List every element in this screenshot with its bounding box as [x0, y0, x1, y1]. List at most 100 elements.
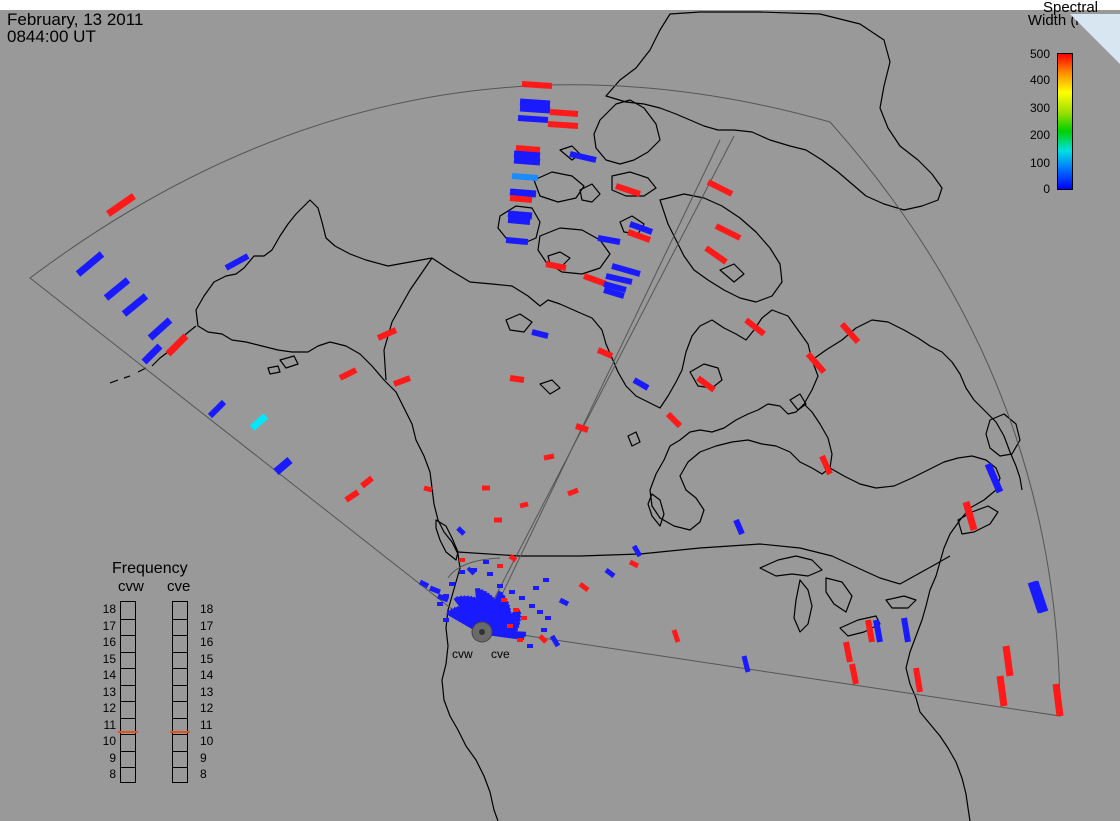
scatter-gate	[671, 629, 681, 643]
scatter-gate	[611, 263, 641, 277]
devon-island	[611, 171, 657, 197]
frequency-gauge-cvw	[118, 601, 138, 783]
scatter-dash	[497, 564, 503, 568]
scatter-gate	[538, 634, 548, 644]
frequency-scale-label: 8	[200, 767, 207, 781]
scatter-dash	[459, 558, 465, 562]
scatter-dash	[527, 644, 533, 648]
arctic-islet-1	[505, 313, 533, 333]
scatter-dash	[453, 610, 459, 614]
scatter-gate	[984, 462, 1004, 494]
gauge-gridline	[121, 734, 135, 735]
scatter-gate	[696, 375, 716, 393]
lake-ontario	[885, 595, 917, 609]
hudson-islet	[719, 263, 745, 283]
frequency-scale-label: 10	[102, 734, 116, 748]
scatter-gate	[582, 273, 608, 287]
scatter-gate	[628, 559, 640, 569]
frequency-scale-label: 14	[200, 668, 214, 682]
scatter-dash	[509, 590, 515, 594]
scatter-gate	[423, 485, 433, 493]
scatter-dash	[519, 596, 525, 600]
arctic-mainland-coast	[431, 257, 819, 447]
fov-near-range	[447, 557, 501, 579]
scatter-gate	[376, 327, 398, 341]
gauge-gridline	[173, 767, 187, 768]
gauge-gridline	[173, 618, 187, 620]
scatter-gate	[628, 221, 654, 235]
frequency-scale-label: 9	[109, 750, 116, 765]
colorbar-tick-label: 500	[1029, 47, 1050, 61]
gauge-gridline	[121, 668, 135, 669]
scatter-dash	[507, 624, 513, 628]
scatter-gate	[360, 475, 374, 489]
frequency-scale-label: 10	[200, 734, 214, 748]
us-canada-border-east	[899, 555, 951, 585]
top-strip	[0, 0, 1120, 10]
scatter-gate	[508, 553, 518, 563]
scatter-gate	[429, 585, 441, 595]
scatter-gate	[913, 667, 923, 693]
gauge-gridline	[173, 701, 187, 702]
gauge-gridline	[121, 618, 135, 620]
scatter-gate	[513, 150, 541, 160]
scatter-gate	[547, 121, 579, 129]
scatter-gate	[507, 210, 533, 220]
gauge-gridline	[121, 635, 135, 636]
gauge-gridline	[173, 668, 187, 669]
alaska-coast	[195, 199, 433, 353]
colorbar-tick-label: 0	[1043, 182, 1050, 196]
arctic-islet-6	[539, 379, 561, 395]
scatter-dash	[521, 616, 527, 620]
time-label: 0844:00 UT	[7, 27, 96, 46]
frequency-scale-label: 8	[109, 767, 116, 781]
scatter-gate	[665, 411, 683, 429]
baffin-island	[659, 193, 783, 303]
frequency-marker-cvw	[118, 730, 138, 733]
scatter-dash	[487, 572, 493, 576]
scatter-gate	[733, 518, 745, 536]
frequency-scale-label: 14	[102, 668, 116, 682]
gauge-gridline	[121, 750, 135, 752]
nova-scotia	[957, 505, 999, 535]
scatter-gate	[549, 109, 579, 117]
scatter-gate	[558, 597, 570, 607]
scatter-gate	[545, 261, 567, 271]
colorbar-tick-label: 300	[1029, 100, 1050, 115]
scatter-gate	[207, 399, 227, 419]
scatter-gate	[603, 287, 625, 299]
scatter-gate	[706, 179, 734, 197]
frequency-scale-label: 12	[200, 701, 214, 715]
scatter-gate	[603, 281, 627, 293]
scatter-gate	[344, 489, 360, 503]
melville-island	[533, 171, 585, 203]
scatter-gate	[513, 156, 541, 166]
pacific-coast	[329, 341, 499, 821]
frequency-scale-label: 17	[102, 618, 116, 633]
scatter-gate	[604, 568, 616, 578]
scatter-dash	[443, 618, 449, 622]
newfoundland	[985, 413, 1021, 457]
scatter-gate	[543, 453, 555, 461]
scatter-gate	[626, 229, 652, 243]
frequency-scale-label: 13	[102, 684, 116, 699]
baffin-islet	[789, 393, 807, 411]
scatter-gate	[531, 329, 549, 339]
scatter-dash	[537, 610, 543, 614]
us-canada-border	[457, 543, 901, 585]
frequency-scale-label: 17	[200, 618, 214, 633]
frequency-scale-label: 11	[200, 717, 213, 732]
scatter-gate	[744, 317, 766, 337]
scatter-dash	[545, 616, 551, 620]
scatter-gate	[567, 487, 579, 497]
scatter-gate	[273, 456, 293, 476]
scatter-gate	[575, 423, 589, 433]
banks-island	[497, 205, 541, 245]
lake-huron	[825, 577, 853, 613]
scatter-gate	[714, 223, 742, 241]
frequency-scale-label: 15	[102, 651, 116, 666]
near-range-gate	[491, 630, 525, 641]
ellesmere-island	[593, 99, 661, 165]
scatter-gate	[569, 151, 597, 163]
